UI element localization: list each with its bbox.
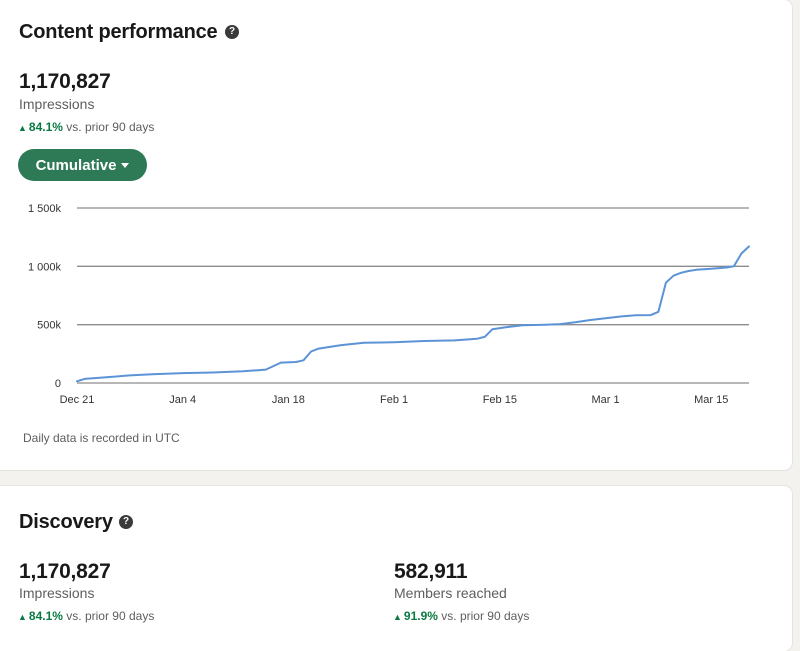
x-tick-label: Dec 21 <box>60 394 95 406</box>
discovery-title: Discovery <box>19 511 113 533</box>
impressions-series-line <box>76 245 750 383</box>
comparison-text: vs. prior 90 days <box>441 609 530 623</box>
members-reached-value: 582,911 <box>394 560 468 583</box>
discovery-impressions-change: ▲ 84.1% vs. prior 90 days <box>18 609 154 623</box>
impressions-line-chart: 0 500k 1 000k 1 500k Dec 21 Jan 4 Jan 18 Feb 1… <box>28 203 750 406</box>
comparison-text: vs. prior 90 days <box>66 609 155 623</box>
x-tick-label: Feb 15 <box>483 394 517 406</box>
content-performance-card: Content performance ? 1,170,827 Impressi… <box>0 0 792 470</box>
cumulative-label: Cumulative <box>35 156 117 174</box>
members-reached-label: Members reached <box>394 585 507 601</box>
question-circle-icon[interactable]: ? <box>119 515 133 529</box>
x-tick-label: Jan 4 <box>169 394 196 406</box>
x-tick-label: Mar 15 <box>694 394 728 406</box>
impressions-change: ▲ 84.1% vs. prior 90 days <box>18 120 154 134</box>
members-reached-change: ▲ 91.9% vs. prior 90 days <box>393 609 529 623</box>
impressions-value: 1,170,827 <box>19 70 111 93</box>
chart-x-tick-labels: Dec 21 Jan 4 Jan 18 Feb 1 Feb 15 Mar 1 Mar 15 <box>60 394 729 406</box>
y-tick-label: 0 <box>55 378 61 390</box>
impressions-change-value: 84.1% <box>28 120 63 134</box>
x-tick-label: Mar 1 <box>591 394 619 406</box>
chart-series <box>76 245 750 383</box>
x-tick-label: Jan 18 <box>272 394 305 406</box>
triangle-up-icon: ▲ <box>393 612 402 622</box>
triangle-up-icon: ▲ <box>18 612 27 622</box>
discovery-impressions-value: 1,170,827 <box>19 560 111 583</box>
comparison-text: vs. prior 90 days <box>66 120 155 134</box>
cumulative-dropdown-button[interactable]: Cumulative <box>18 149 147 181</box>
triangle-up-icon: ▲ <box>18 123 27 133</box>
question-circle-icon[interactable]: ? <box>225 25 239 39</box>
x-tick-label: Feb 1 <box>380 394 408 406</box>
members-reached-change-value: 91.9% <box>403 609 438 623</box>
chart-y-tick-labels: 0 500k 1 000k 1 500k <box>28 203 62 390</box>
y-tick-label: 1 000k <box>28 261 62 273</box>
content-performance-title: Content performance <box>19 21 218 43</box>
y-tick-label: 500k <box>37 320 61 332</box>
caret-down-icon <box>121 162 130 168</box>
discovery-impressions-change-value: 84.1% <box>28 609 63 623</box>
impressions-label: Impressions <box>19 96 95 112</box>
y-tick-label: 1 500k <box>28 203 62 215</box>
chart-gridlines <box>77 207 749 384</box>
utc-footnote: Daily data is recorded in UTC <box>23 431 180 445</box>
discovery-impressions-label: Impressions <box>19 585 95 601</box>
discovery-card: Discovery ? 1,170,827 Impressions ▲ 84.1%… <box>0 486 792 651</box>
